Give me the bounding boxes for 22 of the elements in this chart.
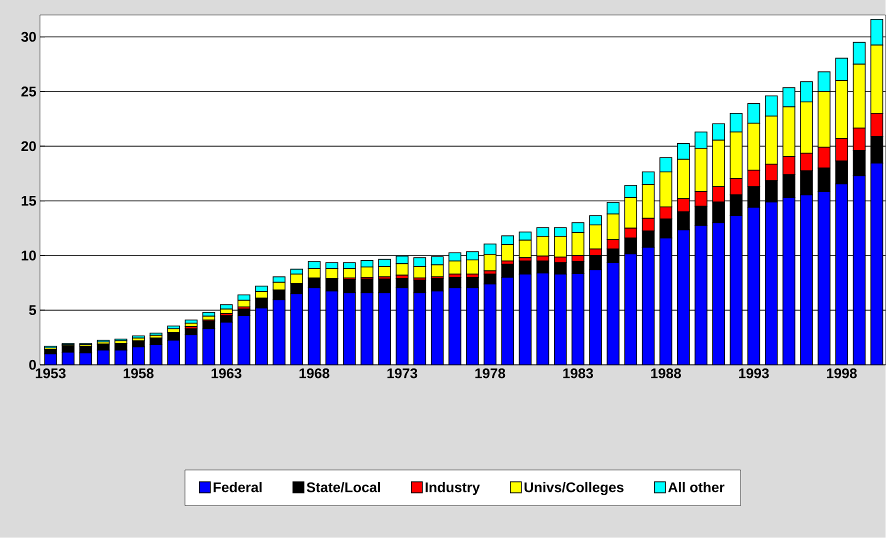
x-tick-label: 1988 (651, 368, 681, 378)
legend-label: Federal (214, 482, 262, 492)
x-tick-label: 1953 (36, 368, 66, 378)
legend-label: Univs/Colleges (524, 482, 624, 496)
legend-label: State/Local (306, 482, 380, 493)
y-tick-label: 0 (29, 360, 36, 370)
x-tick-label: 1963 (212, 368, 242, 378)
y-tick-label: 30 (21, 32, 36, 42)
x-tick-label: 1968 (300, 368, 330, 378)
x-tick-label: 1978 (475, 368, 506, 378)
y-tick-label: 15 (22, 196, 36, 206)
x-tick-label: 1993 (739, 368, 769, 378)
legend-label: All other (668, 482, 724, 492)
x-tick-label: 1973 (387, 368, 418, 378)
y-tick-label: 20 (21, 141, 36, 152)
y-tick-label: 5 (29, 305, 36, 316)
y-tick-label: 10 (22, 250, 36, 261)
y-tick-label: 25 (21, 86, 36, 97)
x-tick-label: 1983 (563, 368, 593, 378)
x-tick-label: 1998 (826, 368, 857, 378)
legend-label: Industry (426, 482, 480, 496)
x-tick-label: 1958 (124, 368, 154, 378)
